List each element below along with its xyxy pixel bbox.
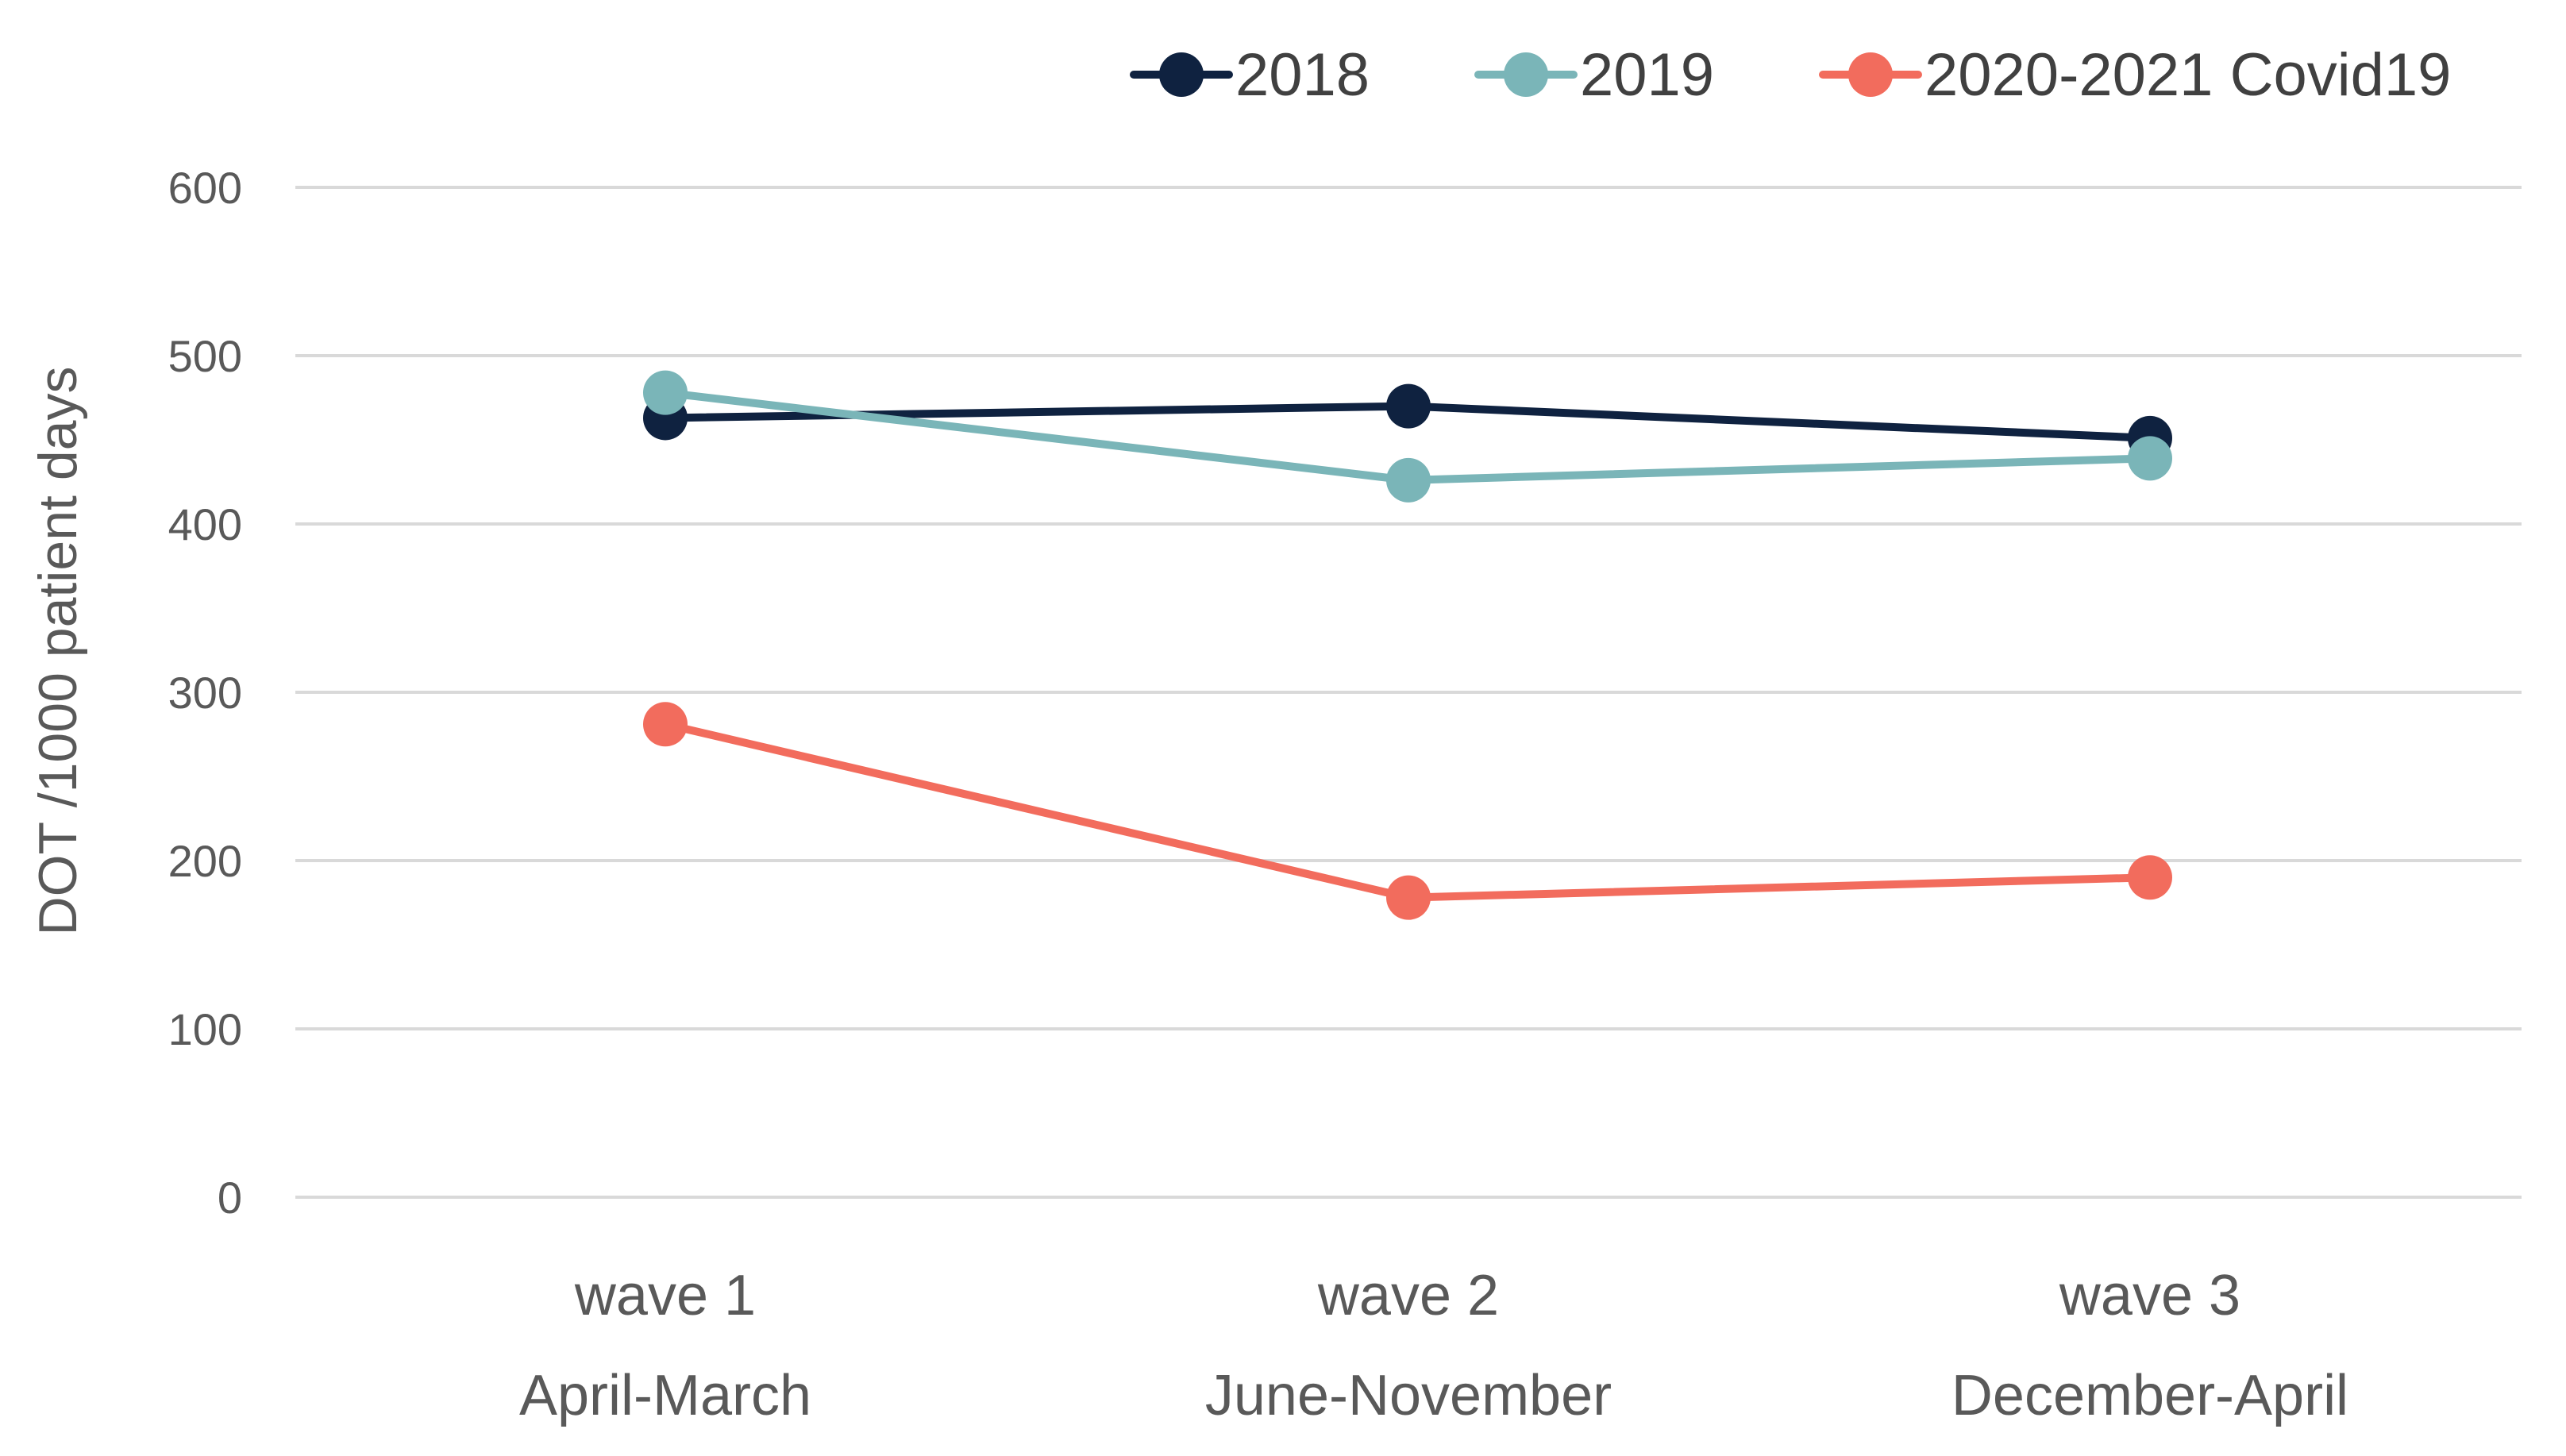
legend: 2018 2019 2020-2021 Covid19 bbox=[1130, 41, 2451, 109]
y-tick-label: 200 bbox=[168, 836, 242, 886]
data-point bbox=[2128, 855, 2172, 900]
x-axis-ticks: wave 1 April-March wave 2 June-November wave… bbox=[519, 1264, 2348, 1427]
x-tick-label: wave 2 bbox=[1317, 1264, 1499, 1327]
series-2019 bbox=[643, 370, 2172, 503]
y-axis-label: DOT /1000 patient days bbox=[28, 367, 88, 936]
series-layer bbox=[643, 370, 2172, 920]
y-tick-label: 400 bbox=[168, 499, 242, 549]
y-tick-label: 300 bbox=[168, 668, 242, 718]
grid bbox=[295, 186, 2522, 1199]
x-tick-label: wave 3 bbox=[2059, 1264, 2240, 1327]
data-point bbox=[643, 370, 688, 415]
legend-marker bbox=[1848, 52, 1893, 97]
series-line bbox=[661, 720, 2154, 902]
legend-item: 2018 bbox=[1130, 41, 1370, 109]
data-point bbox=[643, 702, 688, 747]
y-tick-label: 600 bbox=[168, 163, 242, 213]
series-2018 bbox=[643, 383, 2172, 460]
data-point bbox=[2128, 436, 2172, 481]
legend-label: 2020-2021 Covid19 bbox=[1924, 41, 2451, 109]
y-tick-label: 0 bbox=[218, 1173, 242, 1223]
legend-label: 2018 bbox=[1235, 41, 1370, 109]
x-tick-sublabel: June-November bbox=[1205, 1364, 1612, 1427]
x-tick-sublabel: April-March bbox=[519, 1364, 811, 1427]
x-tick-label: wave 1 bbox=[574, 1264, 756, 1327]
data-point bbox=[1386, 875, 1431, 920]
y-axis-ticks: 0 100 200 300 400 500 600 bbox=[168, 163, 242, 1223]
y-tick-label: 100 bbox=[168, 1004, 242, 1054]
legend-marker bbox=[1159, 52, 1204, 97]
legend-item: 2020-2021 Covid19 bbox=[1819, 41, 2451, 109]
series-2020-2021-covid19 bbox=[643, 702, 2172, 920]
data-point bbox=[1386, 457, 1431, 503]
legend-marker bbox=[1504, 52, 1548, 97]
legend-item: 2019 bbox=[1474, 41, 1714, 109]
y-tick-label: 500 bbox=[168, 331, 242, 381]
legend-label: 2019 bbox=[1580, 41, 1714, 109]
data-point bbox=[1386, 383, 1431, 429]
x-tick-sublabel: December-April bbox=[1951, 1364, 2348, 1427]
